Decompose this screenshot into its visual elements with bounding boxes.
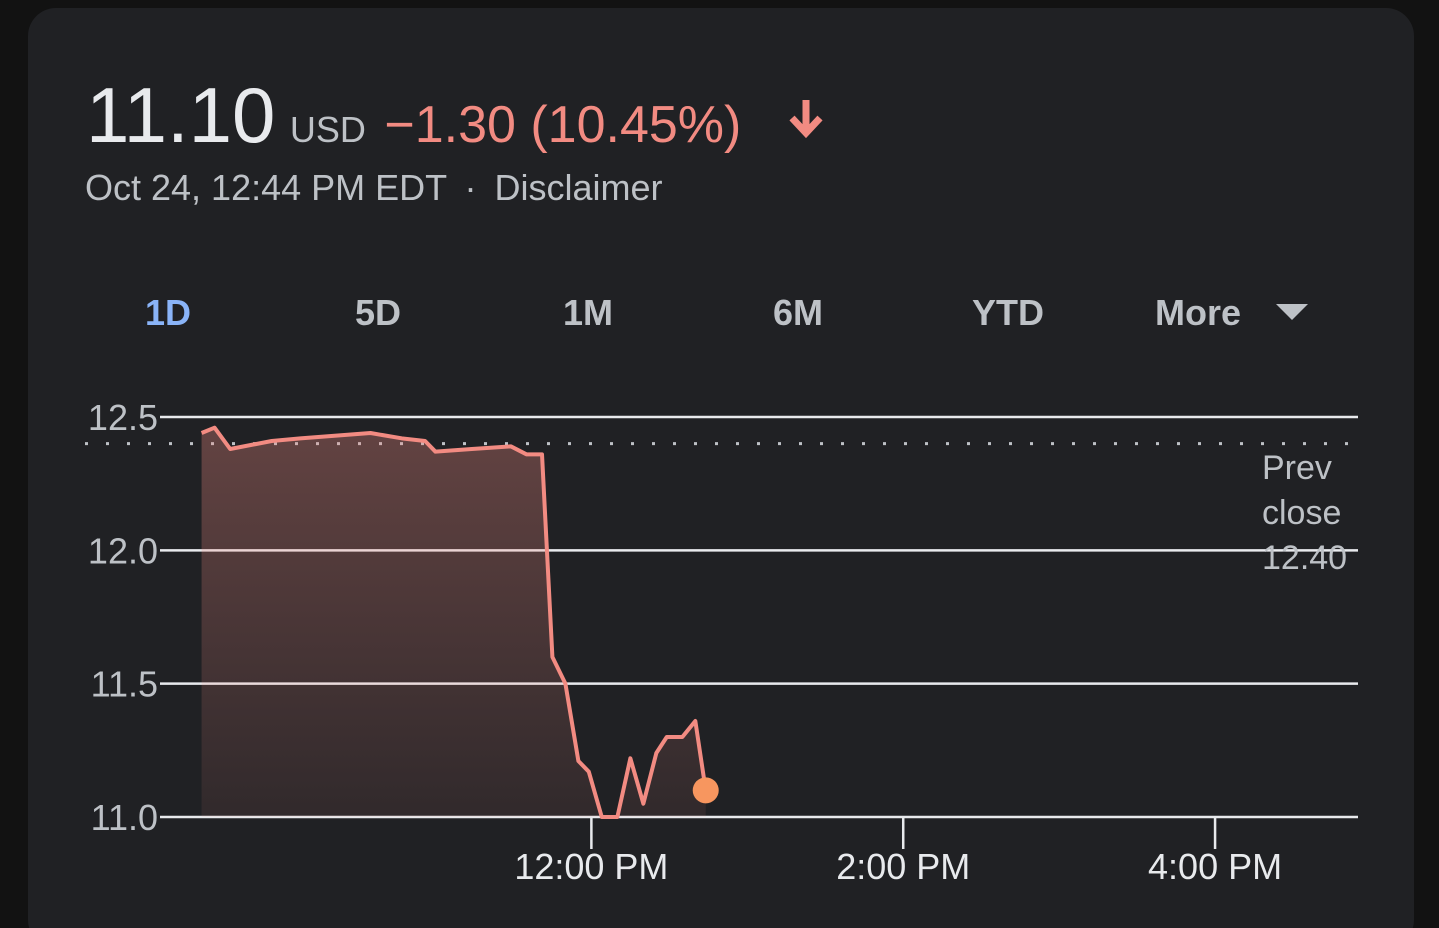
range-tab[interactable]: 1D (145, 292, 191, 333)
disclaimer-link[interactable]: Disclaimer (495, 167, 663, 208)
currency: USD (290, 109, 366, 150)
prev-close-label: Prev close (1262, 449, 1342, 532)
change: −1.30 (10.45%) (384, 96, 741, 154)
range-tab[interactable]: 5D (355, 292, 401, 333)
x-tick-label: 4:00 PM (1148, 846, 1282, 887)
y-tick-label: 12.0 (88, 530, 158, 571)
last-price-dot (692, 777, 719, 804)
plot: 12.5 12.0 11.5 11.0 12:00 PM 2:00 PM 4:00 PM (85, 397, 1358, 887)
prev-close-value: 12.40 (1262, 539, 1348, 577)
range-tabs: 1D 5D 1M 6M YTD More (145, 292, 1241, 333)
y-tick-label: 11.0 (91, 797, 158, 838)
price-line: 11.10 USD −1.30 (10.45%) (86, 71, 741, 159)
range-tab[interactable]: 1M (563, 292, 613, 333)
y-tick-label: 11.5 (91, 664, 158, 705)
range-tab[interactable]: 6M (773, 292, 823, 333)
separator: · (465, 167, 477, 208)
timestamp-line: Oct 24, 12:44 PM EDT · Disclaimer (85, 167, 663, 208)
timestamp: Oct 24, 12:44 PM EDT (85, 167, 447, 208)
x-tick-label: 12:00 PM (514, 846, 668, 887)
x-tick-label: 2:00 PM (836, 846, 970, 887)
price-line (200, 425, 708, 819)
range-tab[interactable]: More (1155, 292, 1241, 333)
y-tick-label: 12.5 (88, 397, 158, 438)
price-area (201, 427, 706, 817)
more-caret[interactable] (1276, 304, 1308, 320)
range-tab[interactable]: YTD (972, 292, 1044, 333)
price: 11.10 (86, 71, 275, 159)
down-arrow (789, 100, 823, 139)
